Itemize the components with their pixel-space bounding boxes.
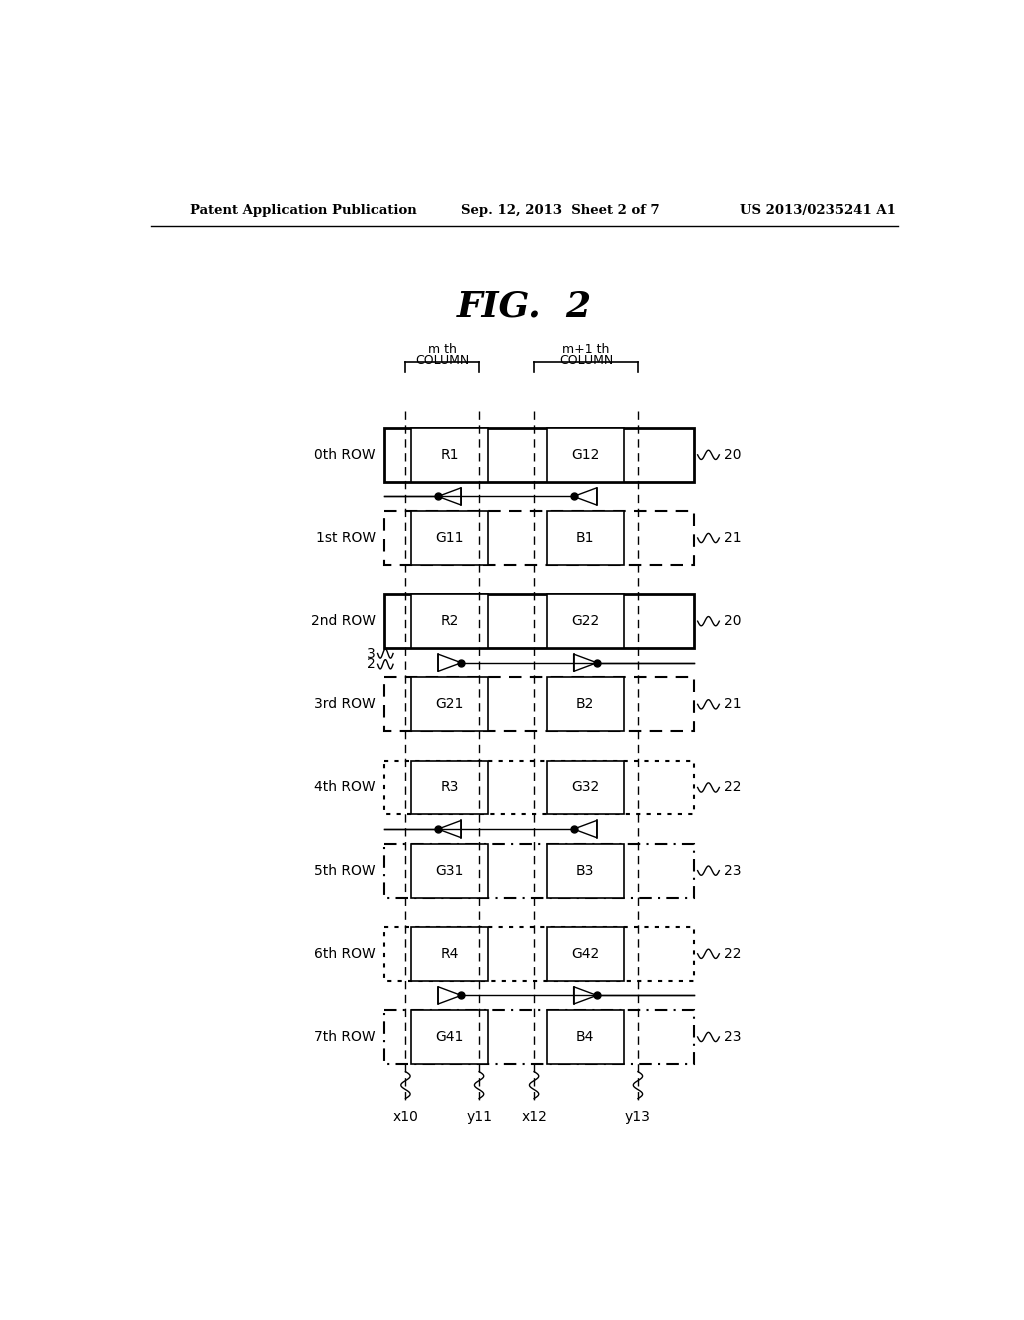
Text: R2: R2 [440,614,459,628]
Text: 3rd ROW: 3rd ROW [314,697,376,711]
Text: 2: 2 [368,657,376,672]
Text: 7th ROW: 7th ROW [314,1030,376,1044]
Text: y13: y13 [625,1110,651,1125]
Text: 1st ROW: 1st ROW [315,531,376,545]
Polygon shape [573,987,597,1005]
Text: m+1 th: m+1 th [562,343,609,356]
Text: m th: m th [428,343,457,356]
Bar [384,843,693,898]
Bar [384,677,693,731]
Bar [411,760,488,814]
Bar [384,511,693,565]
Polygon shape [438,655,461,672]
Polygon shape [573,655,597,672]
Bar [411,843,488,898]
Bar [411,1010,488,1064]
Text: G31: G31 [435,863,464,878]
Text: 4th ROW: 4th ROW [314,780,376,795]
Text: 2nd ROW: 2nd ROW [311,614,376,628]
Text: B1: B1 [575,531,595,545]
Polygon shape [438,987,461,1005]
Polygon shape [438,821,461,838]
Text: 20: 20 [724,447,741,462]
Text: G41: G41 [435,1030,464,1044]
Bar [547,428,624,482]
Text: B2: B2 [577,697,595,711]
Bar [547,1010,624,1064]
Text: 23: 23 [724,1030,741,1044]
Text: R3: R3 [440,780,459,795]
Bar [547,677,624,731]
Text: G22: G22 [571,614,599,628]
Text: B3: B3 [577,863,595,878]
Text: 0th ROW: 0th ROW [314,447,376,462]
Text: US 2013/0235241 A1: US 2013/0235241 A1 [740,205,896,218]
Text: 3: 3 [368,647,376,660]
Bar [547,511,624,565]
Text: G32: G32 [571,780,599,795]
Bar [411,511,488,565]
Text: Sep. 12, 2013  Sheet 2 of 7: Sep. 12, 2013 Sheet 2 of 7 [461,205,659,218]
Bar [384,1010,693,1064]
Polygon shape [573,488,597,506]
Text: 21: 21 [724,697,741,711]
Bar [411,927,488,981]
Polygon shape [438,488,461,506]
Text: x10: x10 [392,1110,419,1125]
Text: G42: G42 [571,946,599,961]
Bar [547,843,624,898]
Bar [547,927,624,981]
Text: 21: 21 [724,531,741,545]
Bar [547,594,624,648]
Text: 20: 20 [724,614,741,628]
Text: x12: x12 [521,1110,547,1125]
Text: G11: G11 [435,531,464,545]
Text: FIG.  2: FIG. 2 [458,289,592,323]
Text: R1: R1 [440,447,459,462]
Bar [411,677,488,731]
Bar [384,760,693,814]
Bar [411,594,488,648]
Text: 22: 22 [724,946,741,961]
Bar [384,428,693,482]
Text: COLUMN: COLUMN [415,354,469,367]
Text: COLUMN: COLUMN [559,354,613,367]
Bar [384,594,693,648]
Text: 23: 23 [724,863,741,878]
Bar [384,927,693,981]
Polygon shape [573,821,597,838]
Text: 6th ROW: 6th ROW [314,946,376,961]
Text: R4: R4 [440,946,459,961]
Bar [547,760,624,814]
Text: 22: 22 [724,780,741,795]
Text: 5th ROW: 5th ROW [314,863,376,878]
Text: Patent Application Publication: Patent Application Publication [190,205,417,218]
Text: y11: y11 [466,1110,493,1125]
Text: G12: G12 [571,447,599,462]
Text: B4: B4 [577,1030,595,1044]
Bar [411,428,488,482]
Text: G21: G21 [435,697,464,711]
